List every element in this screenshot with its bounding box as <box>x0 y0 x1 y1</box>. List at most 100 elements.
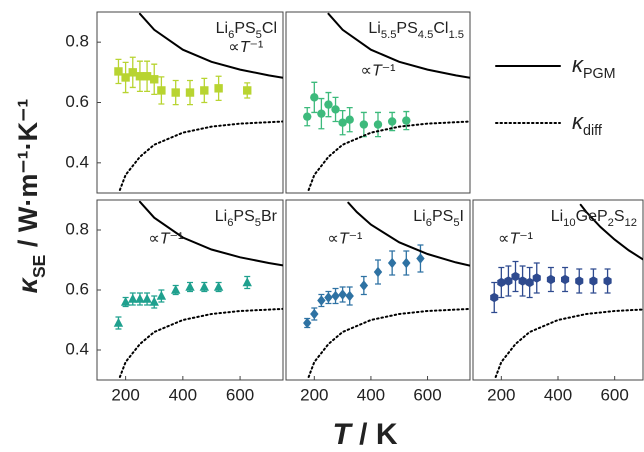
marker <box>490 292 499 303</box>
panel-title: Li6PS5I <box>413 208 464 229</box>
marker <box>416 253 425 264</box>
marker <box>546 274 555 285</box>
marker <box>331 105 340 114</box>
marker <box>324 292 333 303</box>
marker <box>338 289 347 300</box>
marker <box>331 290 340 302</box>
marker <box>317 109 326 118</box>
marker <box>135 293 145 303</box>
marker <box>114 67 123 76</box>
x-tick-label: 600 <box>413 385 441 404</box>
model-curve <box>347 201 470 267</box>
marker <box>561 274 570 285</box>
marker <box>242 277 252 287</box>
marker <box>170 284 181 294</box>
marker <box>504 276 513 286</box>
marker <box>121 73 130 82</box>
y-tick-label: 0.8 <box>65 219 89 238</box>
model-curve <box>494 308 643 378</box>
panel-frame <box>285 199 471 381</box>
marker <box>171 88 180 97</box>
marker <box>214 84 223 93</box>
marker <box>303 317 312 329</box>
model-curve <box>579 203 643 261</box>
model-curve <box>327 12 470 79</box>
legend: κPGM κdiff <box>495 52 616 139</box>
x-tick-label: 400 <box>169 385 197 404</box>
panel-title: Li10GeP2S12 <box>551 208 637 229</box>
panel: 0.4 0.6 0.8 200 400 600 Li6PS5Br ∝T⁻¹ <box>65 199 284 404</box>
marker <box>402 116 411 125</box>
marker <box>128 293 138 303</box>
plot-area <box>490 203 643 378</box>
marker <box>310 93 319 102</box>
y-tick-label: 0.4 <box>65 339 89 358</box>
marker <box>142 293 152 303</box>
model-curve <box>138 12 283 79</box>
annotation: ∝T⁻¹ <box>148 231 183 248</box>
marker <box>402 257 411 269</box>
marker <box>373 120 383 129</box>
marker <box>324 100 333 109</box>
legend-label: κPGM <box>572 52 616 82</box>
marker <box>387 257 397 269</box>
marker <box>128 68 137 77</box>
x-tick-label: 200 <box>300 385 328 404</box>
marker <box>525 277 534 288</box>
x-tick-label: 200 <box>487 385 515 404</box>
model-curve <box>118 307 283 378</box>
annotation: ∝T⁻¹ <box>498 231 533 248</box>
model-curve <box>307 307 470 378</box>
marker <box>497 277 506 288</box>
marker <box>310 308 319 320</box>
marker <box>199 281 210 291</box>
model-curve <box>307 120 470 191</box>
x-tick-label: 400 <box>544 385 572 404</box>
marker <box>149 296 159 306</box>
marker <box>575 276 584 286</box>
panel: Li5.5PS4.5Cl1.5 ∝T⁻¹ <box>285 11 471 194</box>
x-tick-label: 600 <box>600 385 628 404</box>
x-tick-label: 400 <box>357 385 385 404</box>
marker <box>156 290 167 300</box>
x-axis-label: T / K <box>333 418 398 451</box>
plot-area <box>303 12 470 191</box>
marker <box>387 117 397 126</box>
model-curve <box>118 120 283 191</box>
x-tick-label: 200 <box>111 385 139 404</box>
x-tick-label: 600 <box>226 385 254 404</box>
marker <box>157 86 166 95</box>
plot-area <box>113 200 283 378</box>
annotation: ∝T⁻¹ <box>327 231 362 248</box>
plot-area <box>114 12 283 191</box>
y-tick-label: 0.6 <box>65 279 89 298</box>
marker <box>532 273 541 283</box>
y-axis-label: κSE / W·m⁻¹·K⁻¹ <box>13 99 49 294</box>
panel-frame <box>472 199 644 381</box>
marker <box>317 295 326 306</box>
marker <box>142 72 152 81</box>
marker <box>338 118 347 127</box>
marker <box>200 86 209 95</box>
marker <box>303 112 312 121</box>
marker <box>135 72 145 81</box>
panel: 0.4 0.6 0.8 Li6PS5Cl∝T⁻¹ <box>65 11 284 194</box>
marker <box>185 281 195 291</box>
model-curve <box>138 200 283 267</box>
marker <box>345 290 354 302</box>
marker <box>185 88 195 97</box>
marker <box>603 276 612 286</box>
marker <box>589 276 598 286</box>
y-tick-label: 0.6 <box>65 92 89 111</box>
marker <box>150 75 159 84</box>
panel: 200 400 600 Li10GeP2S12 ∝T⁻¹ <box>472 199 644 404</box>
marker <box>213 281 224 291</box>
plot-area <box>303 201 470 378</box>
y-tick-label: 0.4 <box>65 152 89 171</box>
marker <box>113 317 124 327</box>
annotation: ∝T⁻¹ <box>228 39 263 56</box>
marker <box>518 276 527 286</box>
marker <box>243 86 252 95</box>
marker <box>511 271 520 282</box>
